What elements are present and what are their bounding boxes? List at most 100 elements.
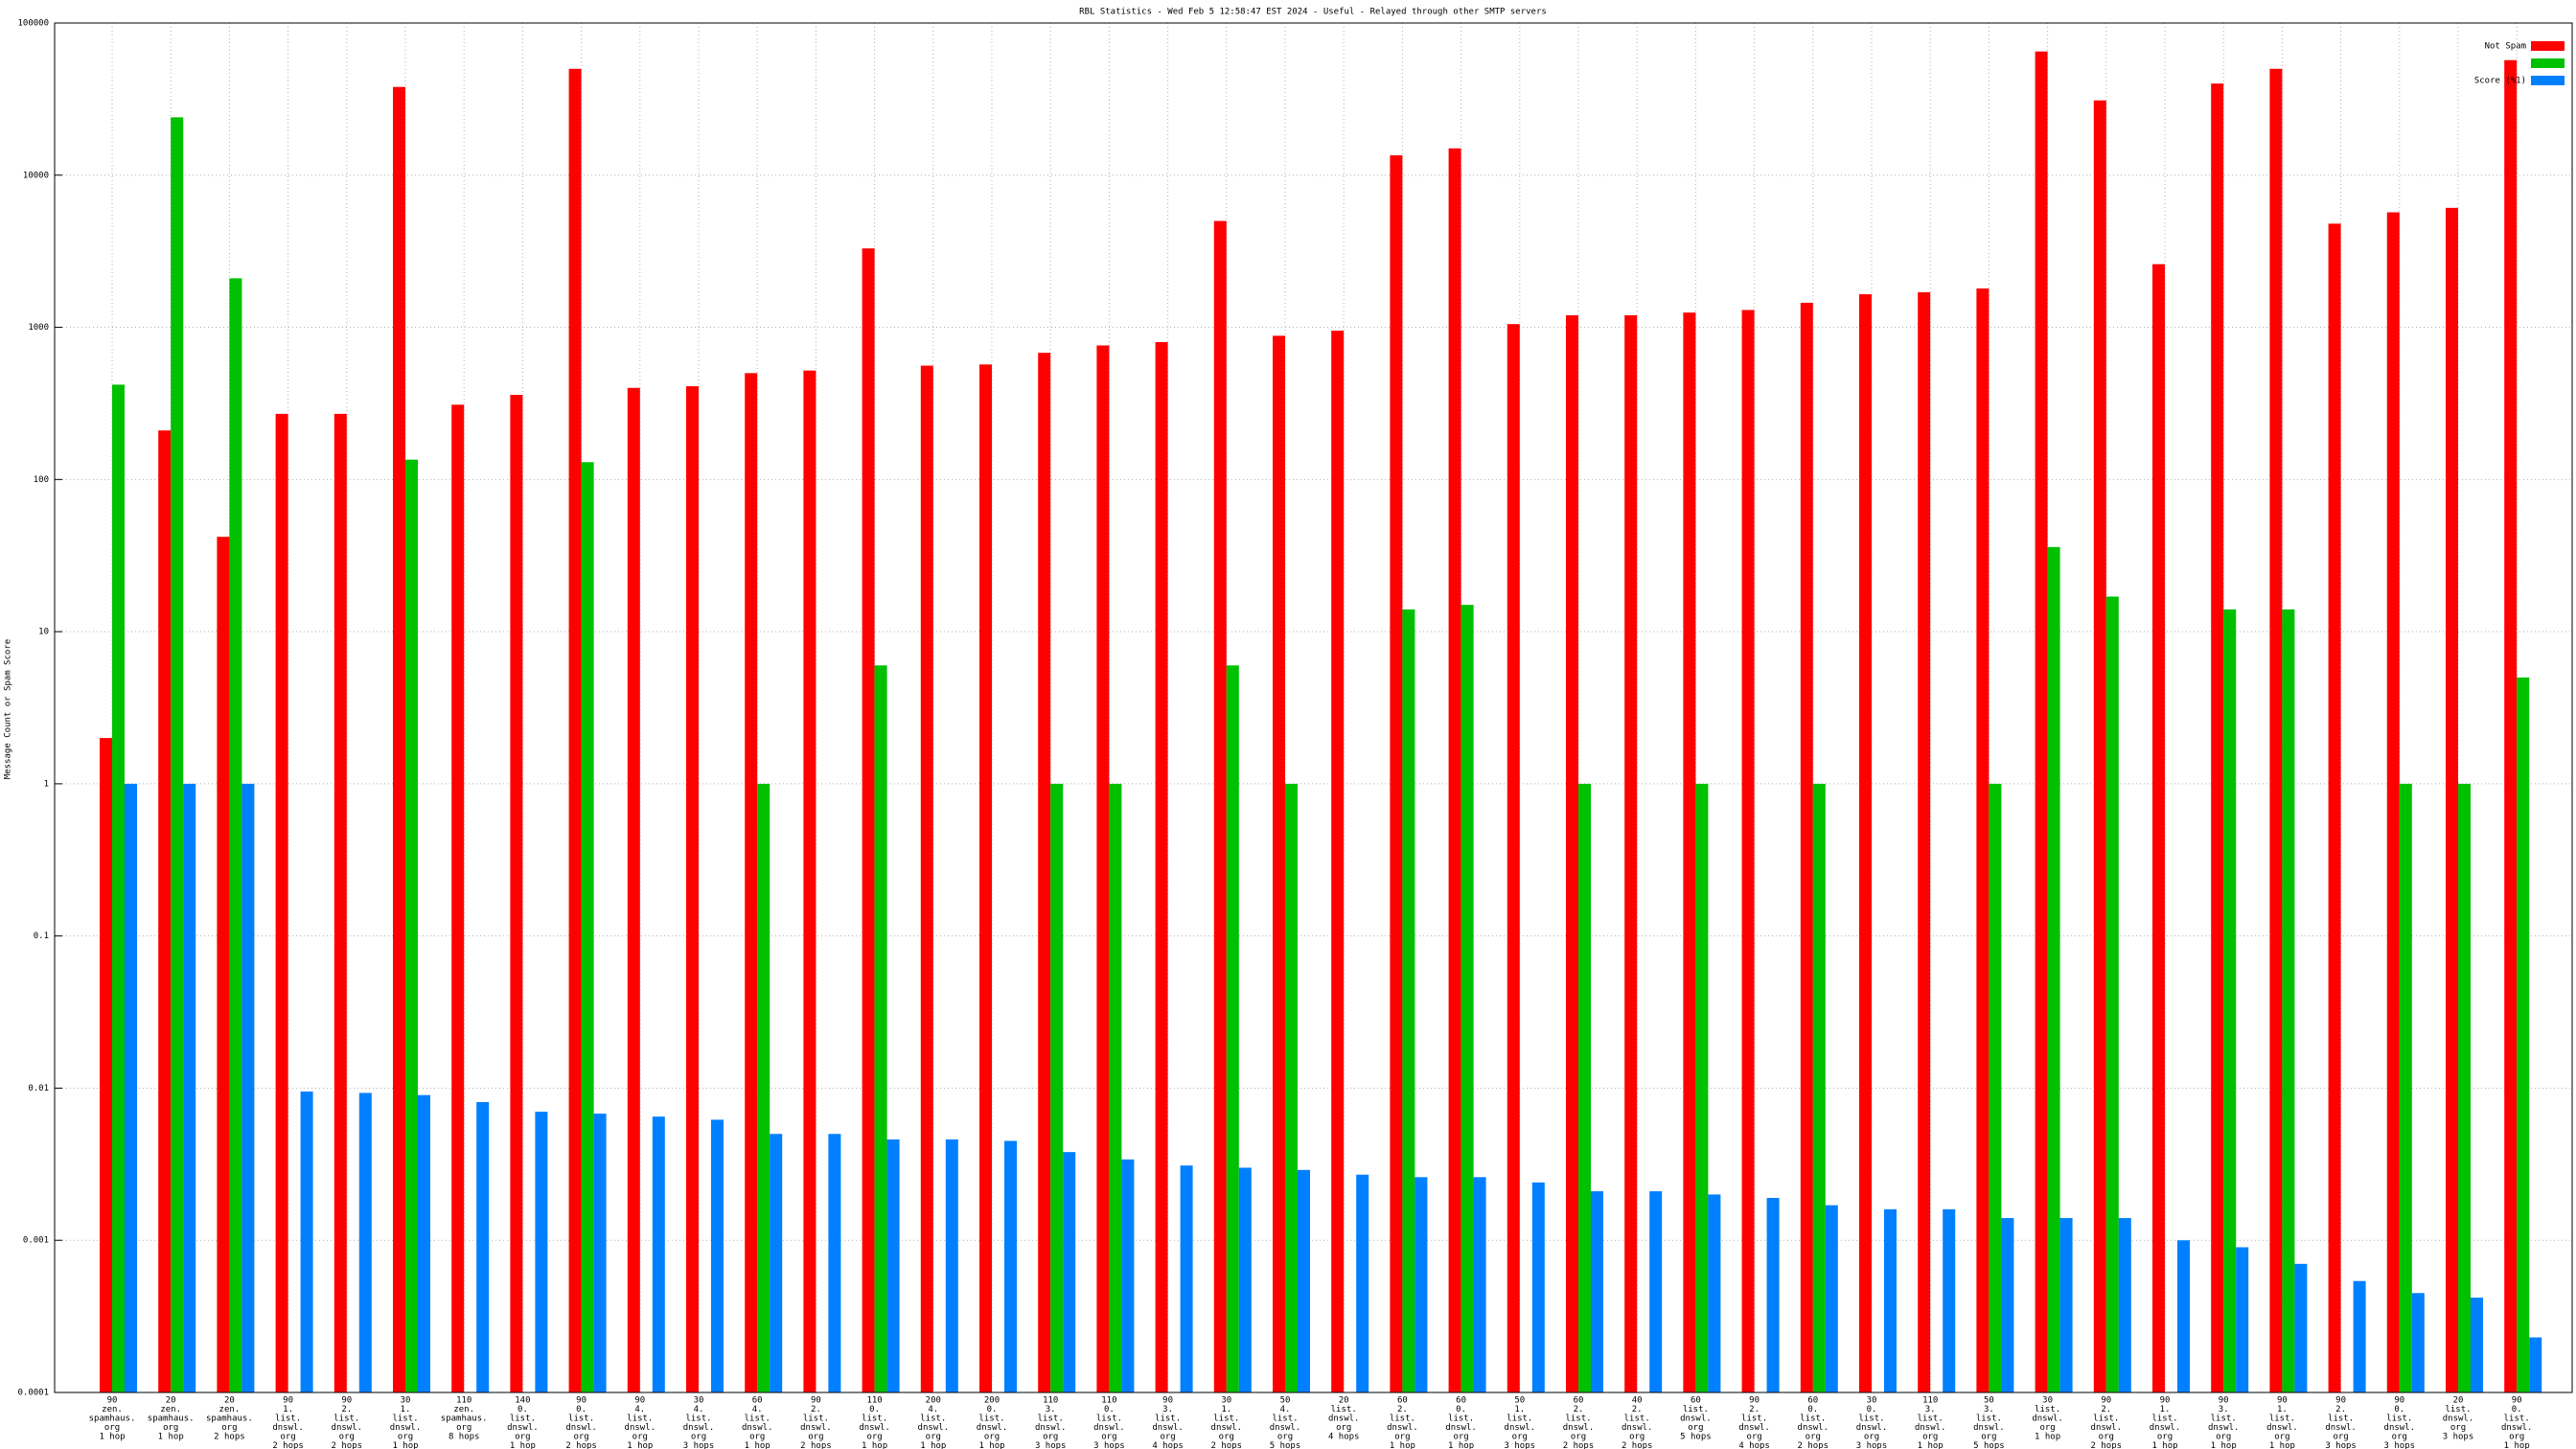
x-tick-label: list. xyxy=(745,1414,770,1424)
x-tick-label: dnswl. xyxy=(918,1423,950,1433)
x-tick-label: org xyxy=(749,1433,765,1442)
x-tick-label: list. xyxy=(2151,1414,2177,1424)
x-tick-label: 1 hop xyxy=(1448,1441,1474,1449)
bar xyxy=(2152,264,2165,1393)
bar xyxy=(1096,345,1110,1392)
x-tick-label: 20 xyxy=(224,1396,235,1406)
x-tick-label: 2 hops xyxy=(1563,1441,1595,1449)
bar xyxy=(535,1112,548,1392)
x-tick-label: 20 xyxy=(166,1396,176,1406)
x-tick-label: dnswl. xyxy=(390,1423,422,1433)
x-tick-label: 2 hops xyxy=(214,1433,245,1442)
bar xyxy=(1531,1182,1545,1392)
x-tick-label: org xyxy=(1922,1433,1938,1442)
x-tick-label: 3 hops xyxy=(1505,1441,1536,1449)
x-tick-label: 90 xyxy=(2101,1396,2111,1406)
x-tick-label: 2. xyxy=(1397,1405,1408,1414)
x-tick-label: dnswl. xyxy=(2501,1423,2533,1433)
x-tick-label: org xyxy=(926,1433,941,1442)
x-tick-label: org xyxy=(1277,1433,1293,1442)
x-tick-label: org xyxy=(1629,1433,1644,1442)
x-tick-label: 1. xyxy=(401,1405,411,1414)
x-tick-label: list. xyxy=(1918,1414,1944,1424)
x-tick-label: 2. xyxy=(2101,1405,2111,1414)
legend-label: Score (%1) xyxy=(2474,77,2526,86)
x-tick-label: 2 hops xyxy=(1211,1441,1243,1449)
x-tick-label: org xyxy=(2157,1433,2173,1442)
x-tick-label: list. xyxy=(2504,1414,2530,1424)
x-tick-label: list. xyxy=(1038,1414,1064,1424)
bar xyxy=(1859,294,1872,1392)
x-tick-label: org xyxy=(2333,1433,2348,1442)
bar xyxy=(1390,155,1403,1392)
x-tick-label: 1 hop xyxy=(510,1441,536,1449)
bar xyxy=(334,413,347,1392)
bar xyxy=(1109,783,1122,1392)
x-tick-label: zen. xyxy=(219,1405,241,1414)
x-tick-label: 0. xyxy=(576,1405,586,1414)
x-tick-label: dnswl. xyxy=(2208,1423,2240,1433)
x-tick-label: 2 hops xyxy=(332,1441,363,1449)
x-tick-label: 2 hops xyxy=(2091,1441,2123,1449)
x-tick-label: 60 xyxy=(1574,1396,1584,1406)
x-tick-label: list. xyxy=(510,1414,536,1424)
legend-swatch xyxy=(2531,76,2564,85)
x-tick-label: 60 xyxy=(1690,1396,1701,1406)
bar xyxy=(1180,1165,1193,1392)
x-tick-label: 4 hops xyxy=(1738,1441,1770,1449)
bar xyxy=(1155,341,1168,1392)
x-tick-label: 2. xyxy=(341,1405,352,1414)
x-tick-label: list. xyxy=(862,1414,887,1424)
x-tick-label: 3 hops xyxy=(2443,1433,2474,1442)
x-tick-label: 30 xyxy=(2042,1396,2053,1406)
bar xyxy=(828,1134,841,1392)
bar xyxy=(862,248,875,1392)
x-tick-label: list. xyxy=(1683,1405,1709,1414)
bar xyxy=(1683,312,1696,1392)
x-tick-label: dnswl. xyxy=(2032,1414,2063,1424)
x-tick-label: 50 xyxy=(1514,1396,1525,1406)
x-tick-label: 90 xyxy=(107,1396,118,1406)
x-tick-label: dnswl. xyxy=(565,1423,597,1433)
x-tick-label: list. xyxy=(2211,1414,2237,1424)
x-tick-label: zen. xyxy=(160,1405,181,1414)
x-tick-label: 90 xyxy=(576,1396,586,1406)
bar xyxy=(418,1094,430,1392)
x-tick-label: 1 hop xyxy=(745,1441,770,1449)
x-tick-label: 1. xyxy=(2160,1405,2171,1414)
x-tick-label: dnswl. xyxy=(1973,1423,2005,1433)
bar xyxy=(1285,783,1298,1392)
x-tick-label: list. xyxy=(2328,1414,2354,1424)
legend-swatch xyxy=(2531,58,2564,68)
bar xyxy=(1213,220,1227,1392)
x-tick-label: 110 xyxy=(1922,1396,1938,1406)
x-tick-label: 1 hop xyxy=(99,1433,125,1442)
x-tick-label: org xyxy=(984,1433,1000,1442)
x-tick-label: list. xyxy=(1390,1414,1415,1424)
x-tick-label: org xyxy=(398,1433,413,1442)
x-tick-label: 60 xyxy=(1456,1396,1466,1406)
x-tick-label: 0. xyxy=(1456,1405,1466,1414)
x-tick-label: list. xyxy=(2269,1414,2295,1424)
bar xyxy=(1989,783,2002,1392)
x-tick-label: list. xyxy=(2035,1405,2060,1414)
x-tick-label: 2. xyxy=(1632,1405,1643,1414)
x-tick-label: 1 hop xyxy=(392,1441,418,1449)
x-tick-label: list. xyxy=(1800,1414,1826,1424)
x-tick-label: 20 xyxy=(1339,1396,1349,1406)
x-tick-label: dnswl. xyxy=(800,1423,832,1433)
bar xyxy=(2471,1298,2483,1392)
x-tick-label: 0. xyxy=(1807,1405,1818,1414)
x-tick-label: dnswl. xyxy=(2150,1423,2181,1433)
x-tick-label: 1 hop xyxy=(158,1433,184,1442)
x-tick-label: list. xyxy=(1096,1414,1122,1424)
bar xyxy=(1238,1167,1252,1392)
x-tick-label: org xyxy=(1043,1433,1058,1442)
bar xyxy=(2093,100,2106,1392)
bar xyxy=(171,117,184,1392)
chart-title: RBL Statistics - Wed Feb 5 12:58:47 EST … xyxy=(1079,8,1547,17)
x-tick-label: 110 xyxy=(1043,1396,1058,1406)
x-tick-label: org xyxy=(1512,1433,1528,1442)
x-tick-label: dnswl. xyxy=(1622,1423,1653,1433)
